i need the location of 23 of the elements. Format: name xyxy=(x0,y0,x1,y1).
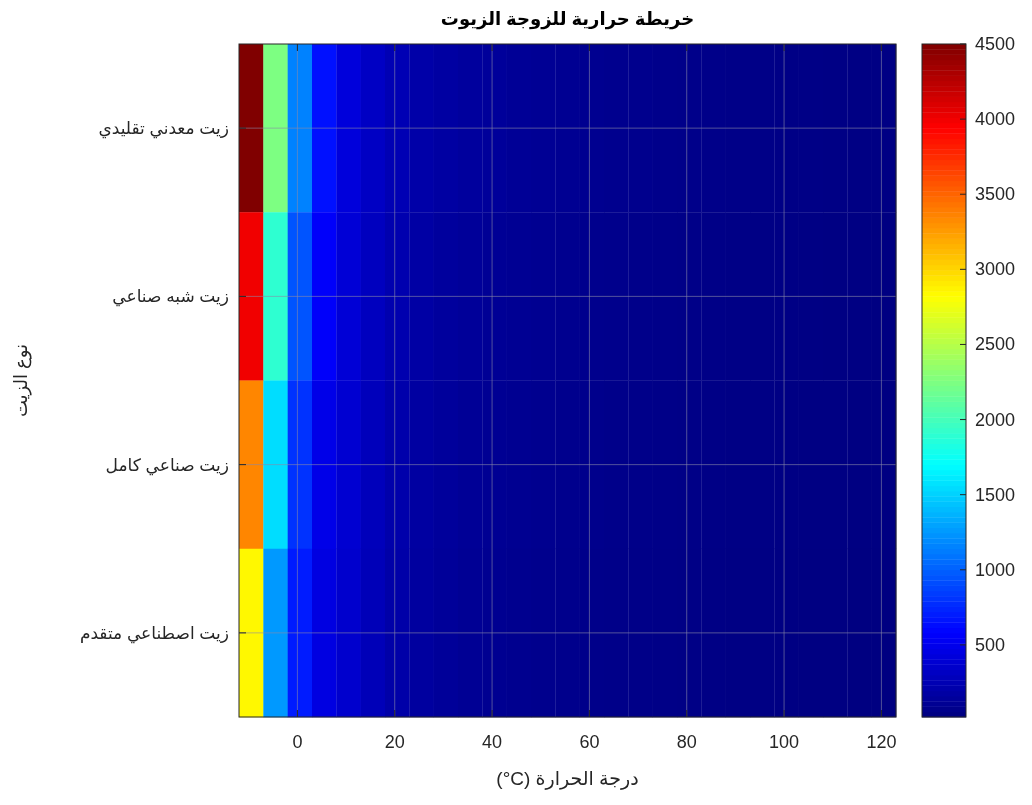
color-bar-label: 3500 xyxy=(975,184,1016,205)
color-bar-label: 2000 xyxy=(975,409,1016,430)
y-tick-label: زيت معدني تقليدي xyxy=(98,119,229,140)
chart-title: خريطة حرارية للزوجة الزيوت xyxy=(440,9,695,30)
color-bar-label: 4000 xyxy=(975,109,1016,130)
x-tick-label: 120 xyxy=(866,732,897,752)
color-bar-label: 3000 xyxy=(975,259,1016,280)
y-tick-label: زيت اصطناعي متقدم xyxy=(79,623,229,644)
color-bar-label: 4500 xyxy=(975,34,1016,54)
x-tick-label: 40 xyxy=(482,732,503,752)
x-tick-label: 80 xyxy=(676,732,697,752)
color-bar-label: 2500 xyxy=(975,334,1016,355)
x-tick-label: 20 xyxy=(384,732,405,752)
y-tick-label: زيت صناعي كامل xyxy=(105,455,229,476)
color-bar-label: 1500 xyxy=(975,484,1016,505)
x-tick-label: 0 xyxy=(292,732,303,752)
x-axis-title: درجة الحرارة (C°) xyxy=(496,768,639,790)
y-tick-label: زيت شبه صناعي xyxy=(112,287,229,308)
y-axis-title: نوع الزيت xyxy=(11,343,32,418)
color-bar-label: 500 xyxy=(975,634,1006,655)
x-tick-label: 100 xyxy=(769,732,800,752)
x-tick-label: 60 xyxy=(579,732,600,752)
color-bar-label: 1000 xyxy=(975,559,1016,580)
